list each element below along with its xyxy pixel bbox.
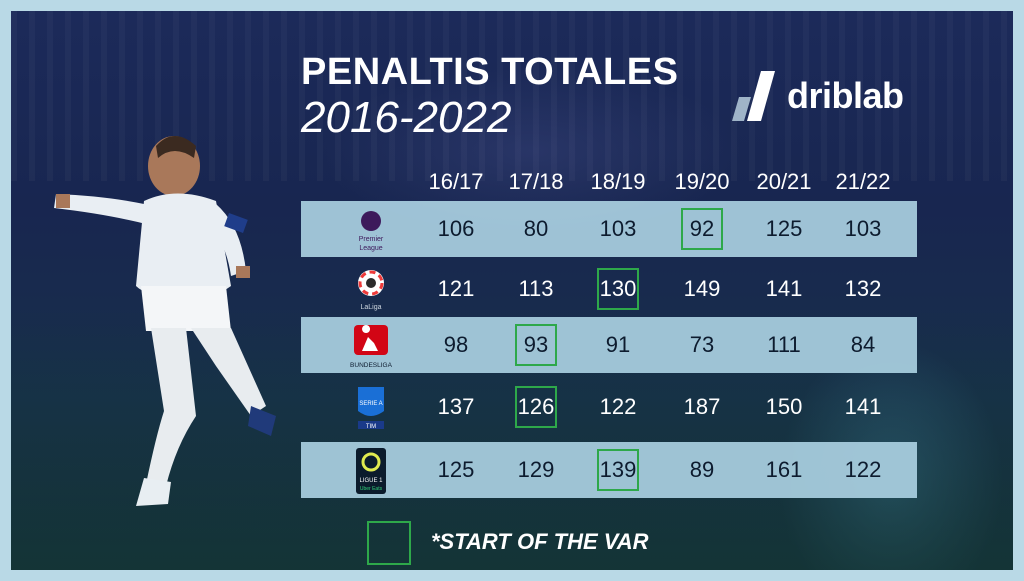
value-cell: 106 [437,216,475,241]
league-logo-icon: BUNDESLIGA [350,325,393,369]
svg-text:LIGUE 1: LIGUE 1 [359,478,383,484]
svg-text:LaLiga: LaLiga [360,304,381,311]
value-cell: 149 [683,276,721,301]
value-cell: 141 [765,276,803,301]
value-cell: 93 [523,332,549,357]
value-cell: 103 [599,216,637,241]
value-cell: 91 [605,332,631,357]
svg-text:BUNDESLIGA: BUNDESLIGA [350,362,393,369]
value-cell: 121 [437,276,475,301]
league-logo-icon: LIGUE 1 Uber Eats [356,448,386,494]
value-cell: 132 [844,276,882,301]
value-cell: 113 [518,276,554,301]
league-row: BUNDESLIGA 98 93 91 73 111 84 [301,317,917,373]
var-start-marker [515,324,557,366]
row-band [301,442,917,498]
value-cell: 103 [844,216,882,241]
league-row: LaLiga 121 113 130 149 141 132 [301,261,917,317]
season-header-5: 21/22 [835,169,891,194]
value-cell: 111 [767,332,801,357]
driblab-mark-icon [732,71,775,121]
value-cell: 98 [443,332,469,357]
value-cell: 141 [844,394,882,419]
svg-text:TIM: TIM [366,424,376,430]
value-cell: 84 [850,332,876,357]
value-cell: 187 [683,394,721,419]
value-cell: 129 [517,457,555,482]
value-cell: 161 [765,457,803,482]
value-cell: 137 [437,394,475,419]
season-header-4: 20/21 [756,169,812,194]
player-photo [54,136,276,506]
league-logo-icon: LaLiga [358,270,384,311]
var-start-marker [681,208,723,250]
chart-subtitle: 2016-2022 [301,93,512,142]
value-cell: 126 [517,394,555,419]
row-band [301,317,917,373]
value-cell: 130 [599,276,637,301]
svg-text:SERIE A: SERIE A [359,401,382,407]
value-cell: 80 [523,216,549,241]
value-cell: 125 [437,457,475,482]
driblab-logo: driblab [731,69,931,129]
league-logo-icon: Premier League [359,211,384,252]
value-cell: 150 [765,394,803,419]
row-band [301,201,917,257]
league-row: LIGUE 1 Uber Eats 125 129 139 89 161 122 [301,442,917,498]
var-start-marker [597,449,639,491]
value-cell: 122 [599,394,637,419]
value-cell: 73 [689,332,715,357]
svg-text:League: League [359,245,382,252]
svg-text:Uber Eats: Uber Eats [360,486,383,492]
league-row: Premier League 106 80 103 92 125 103 [301,201,917,257]
value-cell: 89 [689,457,715,482]
chart-title: PENALTIS TOTALES [301,51,679,93]
league-logo-icon: SERIE A TIM [358,387,384,430]
var-start-marker [597,268,639,310]
season-header-1: 17/18 [508,169,564,194]
value-cell: 122 [844,457,882,482]
svg-text:Premier: Premier [359,236,384,243]
value-cell: 139 [599,457,637,482]
value-cell: 125 [765,216,803,241]
value-cell: 92 [689,216,715,241]
season-header-0: 16/17 [428,169,484,194]
var-legend-label: *START OF THE VAR [431,529,649,554]
brand-name: driblab [787,75,904,116]
season-header-3: 19/20 [674,169,730,194]
season-header-2: 18/19 [590,169,646,194]
var-start-marker [515,386,557,428]
infographic-panel: PENALTIS TOTALES 2016-2022 driblab 16/17… [11,11,1013,570]
var-legend-swatch [367,521,411,565]
league-row: SERIE A TIM 137 126 122 187 150 141 [301,379,917,435]
